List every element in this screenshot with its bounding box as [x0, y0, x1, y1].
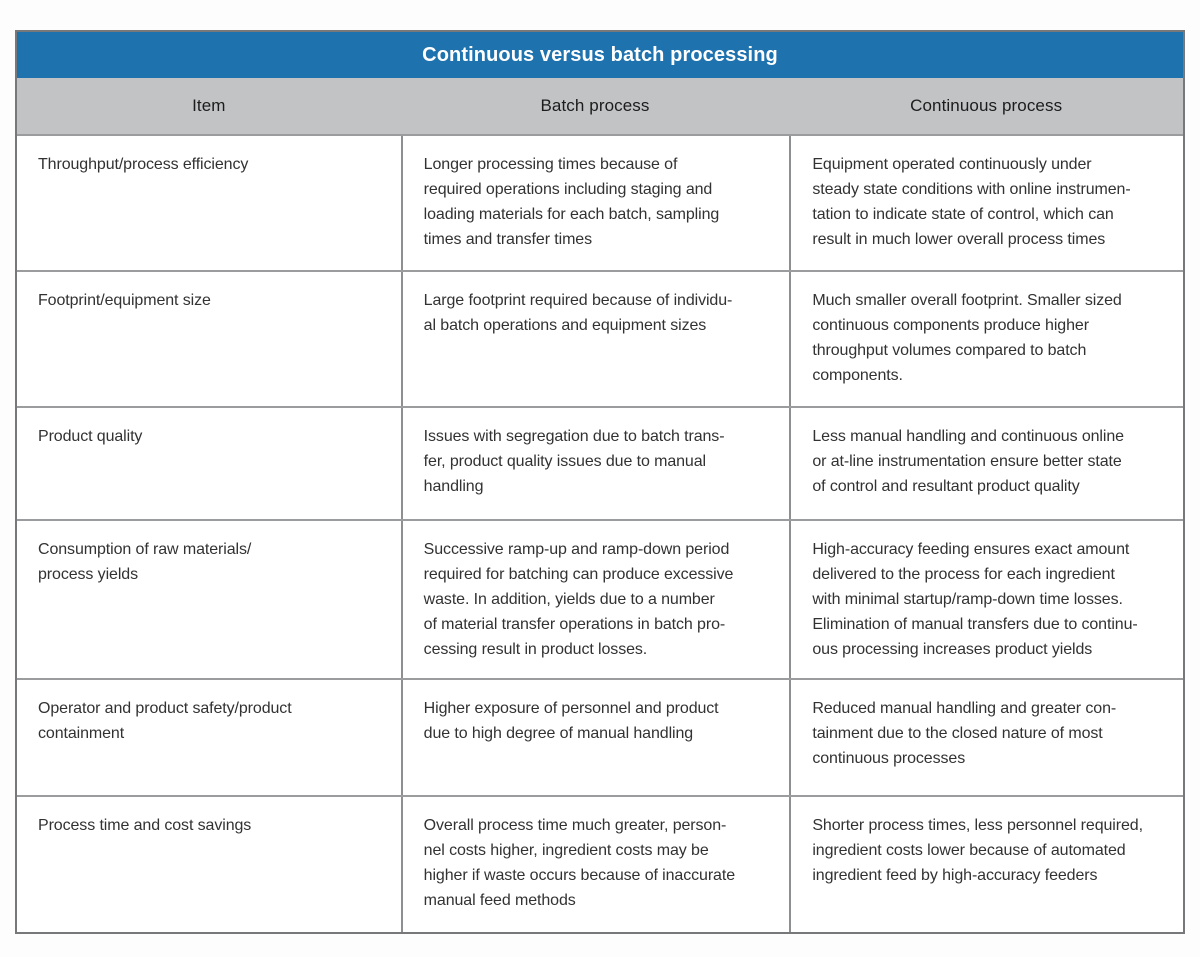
- table-title-bar: Continuous versus batch processing: [17, 32, 1183, 78]
- table-row: Process time and cost savings Overall pr…: [17, 795, 1183, 932]
- batch-process-cell: Successive ramp-up and ramp-down period …: [400, 521, 790, 678]
- table-row: Product quality Issues with segregation …: [17, 406, 1183, 519]
- item-cell: Consumption of raw materials/ process yi…: [38, 541, 252, 583]
- continuous-process-cell: Less manual handling and continuous onli…: [789, 408, 1183, 519]
- continuous-process-cell: Reduced manual handling and greater con-…: [789, 680, 1183, 795]
- continuous-process-cell: Much smaller overall footprint. Smaller …: [789, 272, 1183, 406]
- column-header-continuous-process: Continuous process: [910, 96, 1063, 115]
- continuous-process-cell: Equipment operated continuously under st…: [789, 136, 1183, 270]
- batch-process-cell: Overall process time much greater, perso…: [400, 797, 790, 932]
- batch-process-cell: Higher exposure of personnel and product…: [400, 680, 790, 795]
- column-header-batch-process: Batch process: [540, 96, 650, 115]
- item-cell: Operator and product safety/product cont…: [38, 700, 292, 742]
- item-cell: Throughput/process efficiency: [38, 156, 249, 173]
- item-cell: Process time and cost savings: [38, 817, 252, 834]
- continuous-process-cell: Shorter process times, less personnel re…: [789, 797, 1183, 932]
- table-row: Operator and product safety/product cont…: [17, 678, 1183, 795]
- comparison-table: Continuous versus batch processing Item …: [15, 30, 1185, 934]
- batch-process-cell: Issues with segregation due to batch tra…: [400, 408, 790, 519]
- table-row: Consumption of raw materials/ process yi…: [17, 519, 1183, 678]
- continuous-process-cell: High-accuracy feeding ensures exact amou…: [789, 521, 1183, 678]
- batch-process-cell: Longer processing times because of requi…: [400, 136, 790, 270]
- column-header-item: Item: [192, 96, 226, 115]
- item-cell: Footprint/equipment size: [38, 292, 211, 309]
- table-title: Continuous versus batch processing: [422, 43, 778, 66]
- table-row: Throughput/process efficiency Longer pro…: [17, 134, 1183, 270]
- table-header-row: Item Batch process Continuous process: [17, 78, 1183, 134]
- table-row: Footprint/equipment size Large footprint…: [17, 270, 1183, 406]
- item-cell: Product quality: [38, 428, 143, 445]
- batch-process-cell: Large footprint required because of indi…: [400, 272, 790, 406]
